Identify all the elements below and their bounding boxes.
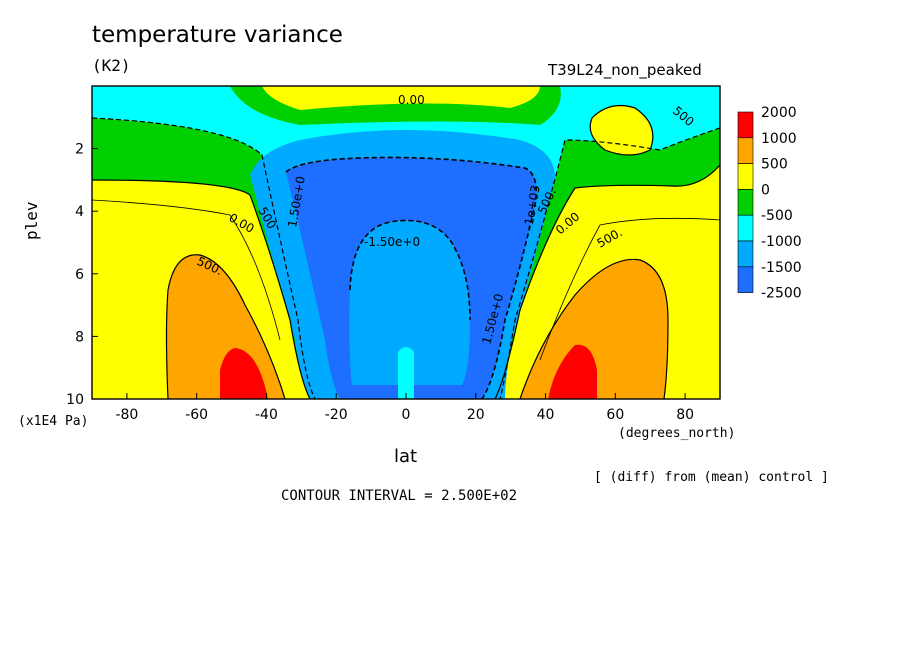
region-skyblue-inner — [349, 220, 470, 385]
legend-label: 500 — [761, 157, 788, 173]
legend-label: -2500 — [761, 286, 802, 302]
legend-label: -500 — [761, 208, 793, 224]
region-red-left — [220, 348, 268, 399]
region-cyan-tongue — [398, 347, 414, 399]
x-tick-label: -60 — [185, 407, 208, 423]
x-tick-label: -80 — [115, 407, 138, 423]
legend-label: -1500 — [761, 260, 802, 276]
x-tick-label: 0 — [402, 407, 411, 423]
x-axis-unit: (degrees_north) — [618, 426, 736, 441]
x-tick-label: -40 — [255, 407, 278, 423]
contour-lines — [92, 105, 720, 399]
y-tick-label: 4 — [75, 204, 84, 220]
filled-contours: 0.00 500 1.50e+0 -1.50e+0 0.00 500. 1.50… — [92, 86, 720, 399]
x-tick-label: 80 — [676, 407, 694, 423]
region-orange-right — [520, 259, 668, 399]
region-yellow-cap — [262, 86, 540, 110]
x-tick-label: -20 — [325, 407, 348, 423]
legend-swatch — [737, 111, 754, 139]
x-axis-ticks: -80 -60 -40 -20 0 20 40 60 80 — [115, 393, 694, 423]
legend-label: 2000 — [761, 105, 797, 121]
x-tick-label: 20 — [467, 407, 485, 423]
chart-title: temperature variance — [92, 22, 343, 48]
contour-label: -1.50e+0 — [364, 235, 420, 249]
experiment-label: T39L24_non_peaked — [548, 61, 702, 79]
y-tick-label: 8 — [75, 329, 84, 345]
y-axis-unit: (x1E4 Pa) — [18, 414, 89, 429]
contour-interval: CONTOUR INTERVAL = 2.500E+02 — [281, 488, 518, 504]
y-axis-ticks: 2 4 6 8 10 — [66, 142, 98, 408]
diff-note: [ (diff) from (mean) control ] — [594, 470, 829, 485]
contour-label: 0.00 — [398, 93, 425, 107]
legend-swatch — [737, 240, 754, 268]
legend-swatch — [737, 163, 754, 190]
y-tick-label: 6 — [75, 267, 84, 283]
colorbar-legend: 2000 1000 500 0 -500 -1000 -1500 -2500 — [737, 105, 802, 302]
legend-swatch — [737, 214, 754, 242]
legend-swatch — [737, 137, 754, 164]
y-tick-label: 2 — [75, 142, 84, 158]
legend-label: -1000 — [761, 234, 802, 250]
y-tick-label: 10 — [66, 392, 84, 408]
legend-label: 0 — [761, 182, 770, 198]
chart-units: (K2) — [92, 56, 131, 75]
x-tick-label: 60 — [606, 407, 624, 423]
legend-swatch — [737, 189, 754, 216]
legend-label: 1000 — [761, 131, 797, 147]
region-red-right — [548, 344, 597, 399]
legend-swatch — [737, 266, 754, 293]
region-yellow-blob — [590, 105, 653, 155]
x-tick-label: 40 — [537, 407, 555, 423]
x-axis-label: lat — [394, 446, 418, 467]
